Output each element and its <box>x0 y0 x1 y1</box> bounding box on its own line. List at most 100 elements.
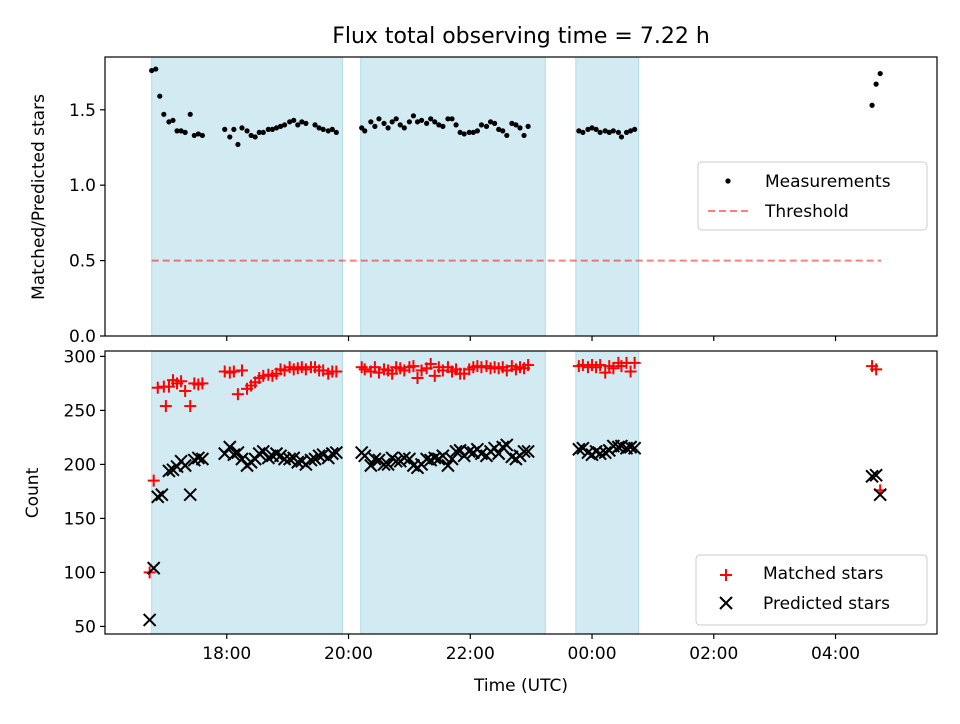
bottom-y-tick-label: 200 <box>64 455 96 475</box>
measurement-point <box>597 129 603 136</box>
measurement-point <box>627 128 634 134</box>
predicted-star-marker <box>368 452 382 466</box>
measurement-point <box>424 120 430 126</box>
measurement-point <box>393 116 399 122</box>
predicted-star-marker <box>377 457 391 472</box>
top-legend: Measurements Threshold <box>697 161 928 231</box>
matched-star-marker <box>870 363 883 376</box>
measurement-point <box>316 125 322 131</box>
measurement-point <box>149 67 155 74</box>
top-shaded-interval <box>151 56 343 337</box>
measurement-point <box>178 128 184 134</box>
measurement-point <box>381 120 387 126</box>
measurement-point <box>389 119 395 125</box>
measurement-point <box>170 117 176 123</box>
measurement-point <box>182 129 188 136</box>
matched-star-marker <box>624 365 637 378</box>
chart-title: Flux total observing time = 7.22 h <box>332 24 710 49</box>
measurement-point <box>281 122 288 128</box>
predicted-star-marker <box>155 487 169 502</box>
measurement-point <box>589 125 595 131</box>
top-shaded-interval <box>575 56 640 337</box>
measurement-point <box>457 129 463 136</box>
measurement-point <box>161 111 167 117</box>
measurement-point <box>610 128 616 134</box>
matched-star-marker <box>159 400 172 413</box>
measurement-point <box>385 125 391 131</box>
predicted-star-marker <box>462 444 476 459</box>
measurement-point <box>517 125 523 131</box>
matched-star-marker <box>386 367 399 380</box>
bottom-y-tick-label: 300 <box>64 347 96 367</box>
measurement-point <box>509 120 515 126</box>
ratio-panel: 0.0 0.5 1.0 1.5 Matched/Predicted stars Mea… <box>29 56 938 347</box>
legend-marker-predicted <box>719 596 733 610</box>
matched-star-marker <box>330 365 343 378</box>
measurement-point <box>414 119 421 125</box>
measurement-point <box>513 122 519 128</box>
measurement-point <box>252 134 258 140</box>
measurement-point <box>227 134 233 140</box>
bottom-y-tick-label: 150 <box>64 509 96 529</box>
measurement-point <box>873 81 879 87</box>
predicted-star-marker <box>162 464 176 478</box>
measurement-point <box>199 132 206 139</box>
measurement-point <box>287 119 293 125</box>
predicted-star-marker <box>381 457 395 472</box>
measurement-point <box>333 129 339 136</box>
measurement-point <box>362 128 368 134</box>
matched-star-marker <box>235 364 248 377</box>
predicted-star-marker <box>572 442 586 457</box>
measurement-point <box>295 122 301 128</box>
x-tick-label: 02:00 <box>689 644 738 664</box>
measurement-point <box>470 129 476 136</box>
predicted-star-marker <box>873 487 887 502</box>
matched-star-marker <box>147 474 160 487</box>
measurement-point <box>231 126 237 132</box>
matched-star-marker <box>411 372 424 385</box>
legend-label-threshold: Threshold <box>764 202 849 222</box>
predicted-star-marker <box>436 449 450 463</box>
measurement-point <box>312 122 318 128</box>
measurement-point <box>483 123 490 129</box>
predicted-star-marker <box>389 454 403 468</box>
measurement-point <box>500 128 506 134</box>
count-panel: 50 100 150 200 250 300 18:00 20:00 22:00 00:00 02… <box>23 347 938 696</box>
top-y-tick-label: 0.5 <box>69 252 96 272</box>
matched-star-marker <box>424 357 437 370</box>
measurement-point <box>496 126 502 132</box>
top-plot-frame <box>104 56 938 337</box>
predicted-star-marker <box>291 455 305 469</box>
bottom-x-axis: 18:00 20:00 22:00 00:00 02:00 04:00 <box>202 634 860 664</box>
measurement-point <box>291 117 297 123</box>
predicted-star-marker <box>142 613 157 627</box>
measurement-point <box>602 128 608 134</box>
measurement-point <box>239 125 245 131</box>
top-shaded-interval <box>360 56 546 337</box>
measurement-point <box>618 134 625 140</box>
predicted-star-marker <box>195 452 210 466</box>
measurement-point <box>418 117 425 123</box>
predicted-star-marker <box>183 487 197 502</box>
measurement-point <box>368 119 374 125</box>
top-shaded-intervals <box>151 56 640 337</box>
measurement-point <box>329 126 335 132</box>
measurement-point <box>303 120 309 126</box>
measurement-point <box>474 128 480 134</box>
predicted-star-marker <box>151 490 165 504</box>
x-tick-label: 18:00 <box>202 644 251 664</box>
measurement-point <box>269 126 276 132</box>
matched-star-marker <box>475 361 488 374</box>
predicted-star-marker <box>500 438 514 452</box>
matched-star-marker <box>428 369 441 382</box>
predicted-star-marker <box>449 444 463 459</box>
predicted-star-marker <box>191 451 206 465</box>
measurement-point <box>461 131 467 137</box>
measurement-point <box>576 128 582 134</box>
measurement-point <box>320 126 326 132</box>
x-tick-label: 00:00 <box>568 644 617 664</box>
top-y-tick-label: 1.0 <box>69 176 96 196</box>
predicted-star-marker <box>428 451 442 465</box>
measurement-point <box>187 111 193 117</box>
